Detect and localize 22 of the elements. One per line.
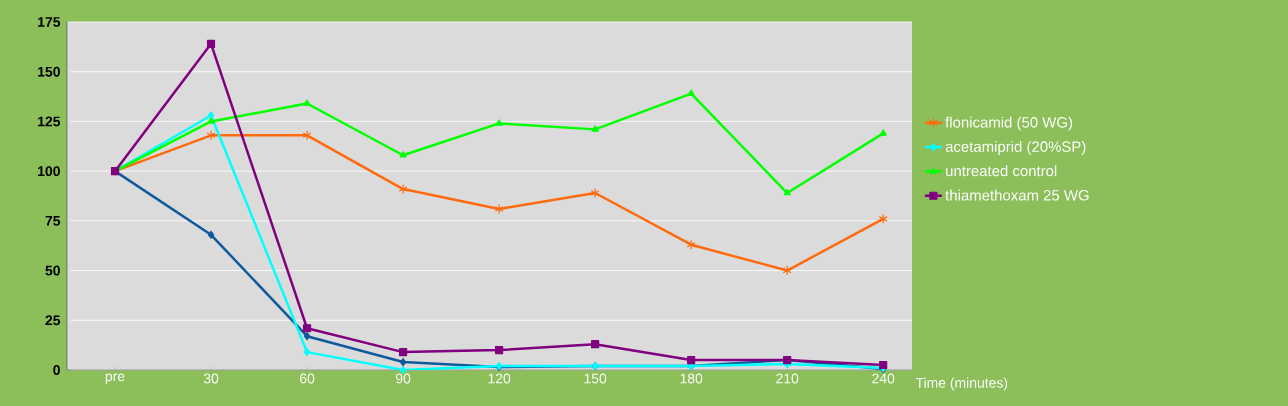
x-tick-label: 180	[680, 373, 703, 384]
y-tick-label: 0	[53, 365, 60, 375]
x-tick-label: 240	[872, 373, 895, 384]
y-tick-label: 25	[45, 315, 61, 326]
x-tick-label: 210	[776, 373, 799, 384]
x-axis-title: Time (minutes)	[915, 377, 1008, 391]
y-tick-label: 125	[38, 116, 61, 127]
x-tick-label: 90	[395, 373, 411, 384]
y-tick-label: 175	[38, 17, 61, 27]
legend-label: flonicamid (50 WG)	[945, 116, 1073, 131]
x-tick-label: 60	[300, 373, 315, 384]
y-tick-label: 75	[45, 215, 61, 226]
legend-label: acetamiprid (20%SP)	[945, 140, 1086, 155]
x-tick-label: 120	[488, 373, 511, 384]
y-tick-label: 100	[38, 166, 60, 177]
x-tick-label: 30	[203, 373, 219, 384]
y-tick-label: 150	[38, 66, 60, 77]
legend-label: untreated control	[946, 165, 1057, 177]
legend-label: thiamethoxam 25 WG	[945, 189, 1089, 201]
x-tick-label: pre	[105, 373, 125, 384]
x-tick-label: 150	[584, 373, 607, 384]
y-tick-label: 50	[45, 265, 60, 276]
